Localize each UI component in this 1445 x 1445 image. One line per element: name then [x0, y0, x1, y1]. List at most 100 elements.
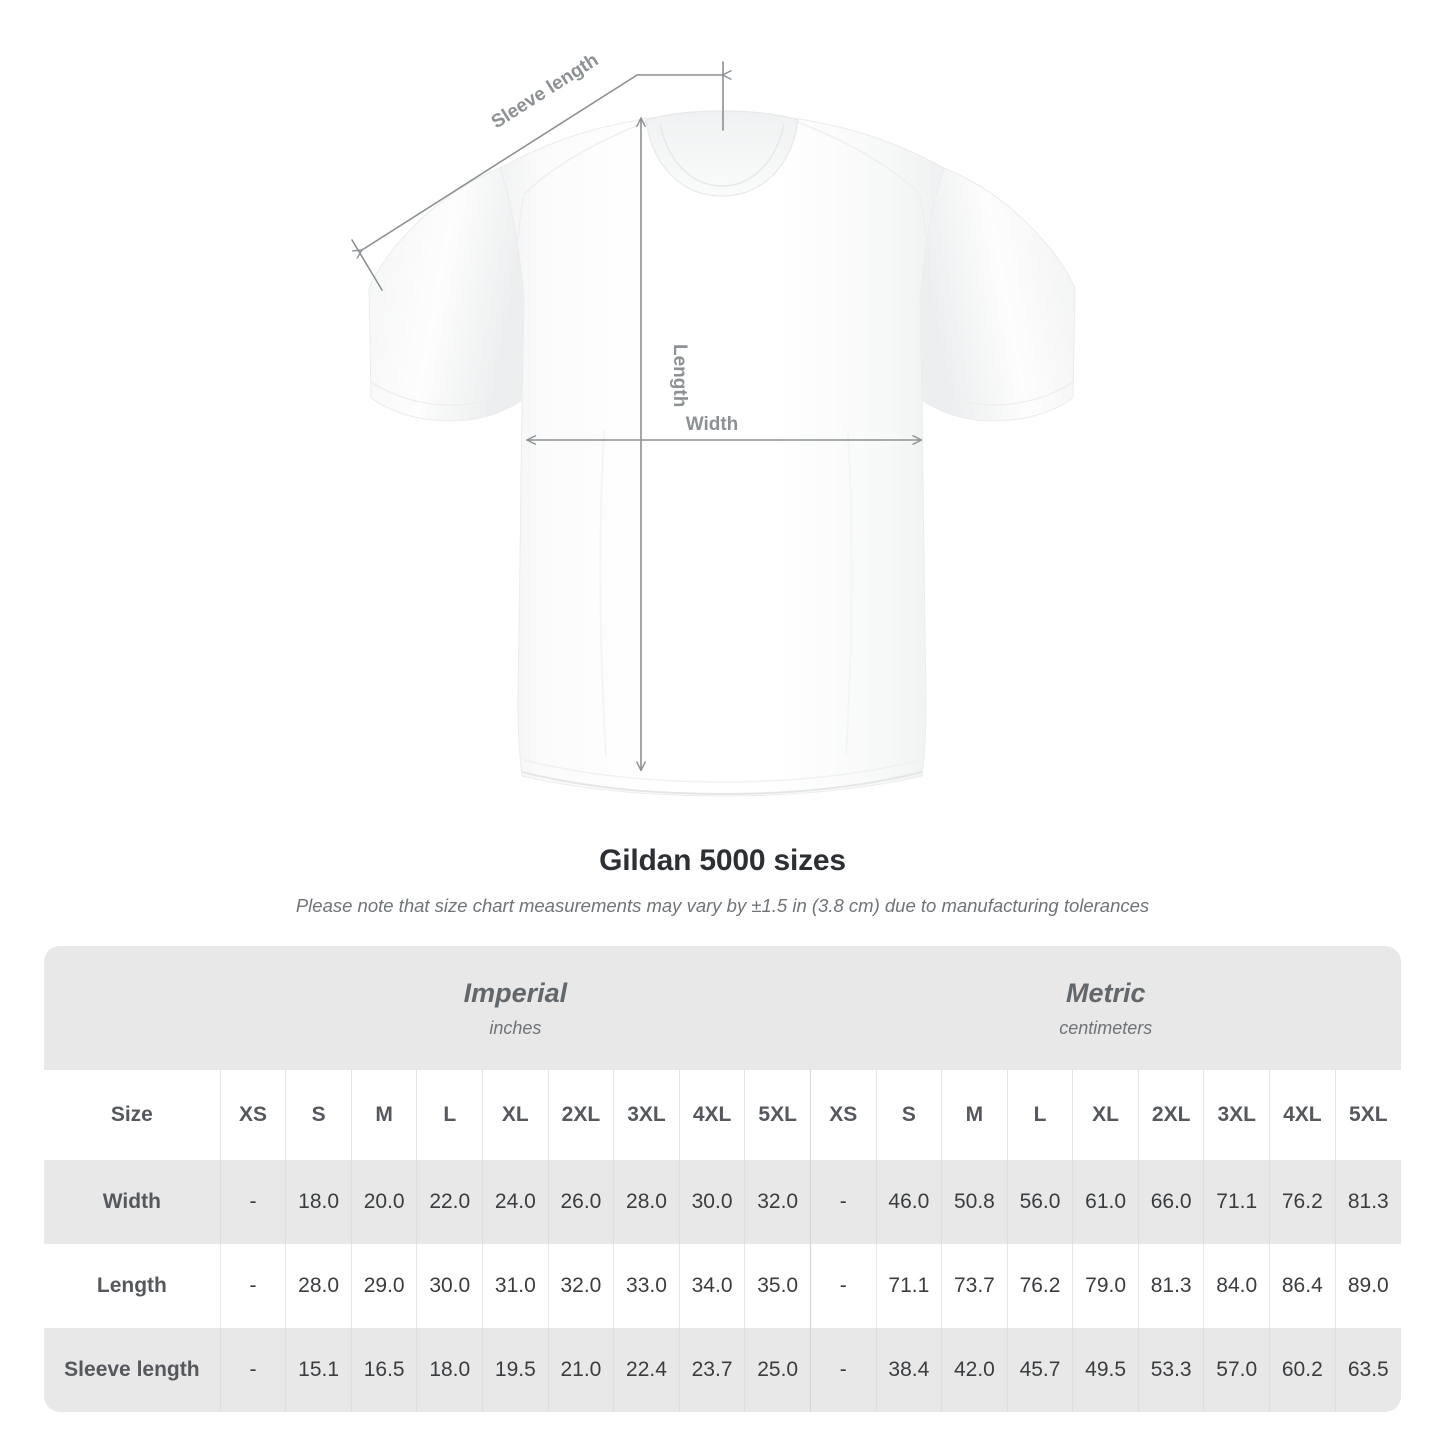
left-cuff — [370, 381, 524, 406]
right-cuff — [920, 381, 1074, 406]
size-header-met-l: L — [1006, 1070, 1073, 1160]
cell-width-met-3xl: 71.1 — [1203, 1160, 1270, 1244]
row-label-size: Size — [44, 1070, 221, 1160]
cell-length-imp-xs: - — [219, 1244, 286, 1328]
left-sleeve — [368, 167, 525, 422]
size-header-met-4xl: 4XL — [1269, 1070, 1336, 1160]
size-header-imp-s: S — [285, 1070, 352, 1160]
cell-sleeve-imp-l: 18.0 — [416, 1328, 483, 1412]
cell-length-met-xl: 79.0 — [1072, 1244, 1139, 1328]
cell-width-imp-s: 18.0 — [285, 1160, 352, 1244]
cell-sleeve-met-m: 42.0 — [941, 1328, 1008, 1412]
cell-length-imp-5xl: 35.0 — [744, 1244, 811, 1328]
cell-length-met-4xl: 86.4 — [1269, 1244, 1336, 1328]
size-header-met-3xl: 3XL — [1203, 1070, 1270, 1160]
size-table-container: Imperial inches Metric centimeters Size … — [44, 946, 1401, 1412]
unit-name-imperial: Imperial — [463, 977, 568, 1008]
cell-width-met-s: 46.0 — [875, 1160, 942, 1244]
size-header-met-2xl: 2XL — [1137, 1070, 1204, 1160]
unit-sub-metric: centimeters — [1059, 1017, 1153, 1038]
tolerance-note: Please note that size chart measurements… — [295, 895, 1150, 916]
size-header-imp-5xl: 5XL — [744, 1070, 811, 1160]
size-header-imp-4xl: 4XL — [678, 1070, 745, 1160]
left-armhole-seam — [515, 195, 525, 403]
row-label-width: Width — [44, 1160, 221, 1244]
tshirt-measurement-diagram: Sleeve length Length Width — [351, 50, 1076, 797]
right-shoulder-seam — [797, 121, 921, 195]
size-header-imp-3xl: 3XL — [613, 1070, 680, 1160]
cell-width-imp-xs: - — [219, 1160, 286, 1244]
row-label-length: Length — [44, 1244, 221, 1328]
chart-heading-block: Gildan 5000 sizes Please note that size … — [0, 842, 1445, 918]
cell-sleeve-met-xs: - — [809, 1328, 877, 1412]
cell-width-met-xl: 61.0 — [1072, 1160, 1139, 1244]
collar-inner — [659, 123, 785, 187]
cell-width-imp-m: 20.0 — [350, 1160, 417, 1244]
right-sleeve — [919, 167, 1076, 422]
cell-length-met-3xl: 84.0 — [1203, 1244, 1270, 1328]
cell-width-imp-5xl: 32.0 — [744, 1160, 811, 1244]
unit-banner-spacer — [44, 946, 221, 1070]
cell-sleeve-imp-s: 15.1 — [285, 1328, 352, 1412]
cell-sleeve-met-3xl: 57.0 — [1203, 1328, 1270, 1412]
cell-length-met-m: 73.7 — [941, 1244, 1008, 1328]
size-header-met-s: S — [875, 1070, 942, 1160]
size-header-met-xs: XS — [809, 1070, 877, 1160]
collar — [645, 110, 799, 197]
size-header-imp-2xl: 2XL — [547, 1070, 614, 1160]
size-header-met-xl: XL — [1072, 1070, 1139, 1160]
size-header-met-m: M — [941, 1070, 1008, 1160]
cell-width-met-5xl: 81.3 — [1334, 1160, 1401, 1244]
size-header-imp-l: L — [416, 1070, 483, 1160]
cell-length-met-s: 71.1 — [875, 1244, 942, 1328]
left-shoulder-seam — [523, 121, 647, 195]
cell-width-met-xs: - — [809, 1160, 877, 1244]
unit-sub-imperial: inches — [489, 1017, 542, 1038]
size-header-met-5xl: 5XL — [1334, 1070, 1401, 1160]
cell-sleeve-met-2xl: 53.3 — [1137, 1328, 1204, 1412]
size-header-imp-xs: XS — [219, 1070, 286, 1160]
cell-length-met-xs: - — [809, 1244, 877, 1328]
cell-length-met-l: 76.2 — [1006, 1244, 1073, 1328]
cell-sleeve-imp-2xl: 21.0 — [547, 1328, 614, 1412]
cell-length-imp-2xl: 32.0 — [547, 1244, 614, 1328]
cell-sleeve-imp-m: 16.5 — [350, 1328, 417, 1412]
cell-sleeve-met-5xl: 63.5 — [1334, 1328, 1401, 1412]
table-row: Length - 28.0 29.0 30.0 31.0 32.0 33.0 3… — [44, 1244, 1401, 1328]
size-header-imp-m: M — [350, 1070, 417, 1160]
cell-length-imp-xl: 31.0 — [482, 1244, 549, 1328]
cell-sleeve-met-l: 45.7 — [1006, 1328, 1073, 1412]
cell-width-imp-4xl: 30.0 — [678, 1160, 745, 1244]
cell-sleeve-imp-xl: 19.5 — [482, 1328, 549, 1412]
unit-group-imperial: Imperial inches — [220, 946, 811, 1070]
cell-width-met-2xl: 66.0 — [1137, 1160, 1204, 1244]
cell-sleeve-imp-xs: - — [219, 1328, 286, 1412]
size-header-row: Size XS S M L XL 2XL 3XL 4XL 5XL XS S M … — [44, 1070, 1401, 1160]
sleeve-length-label: Sleeve length — [488, 50, 603, 134]
cell-width-met-l: 56.0 — [1006, 1160, 1073, 1244]
row-label-sleeve-length: Sleeve length — [44, 1328, 221, 1412]
shirt-hem — [521, 771, 923, 796]
unit-group-metric: Metric centimeters — [810, 946, 1401, 1070]
cell-length-imp-m: 29.0 — [350, 1244, 417, 1328]
cell-length-imp-s: 28.0 — [285, 1244, 352, 1328]
cell-sleeve-imp-3xl: 22.4 — [613, 1328, 680, 1412]
unit-banner-row: Imperial inches Metric centimeters — [44, 946, 1401, 1070]
sleeve-length-arrow — [351, 74, 638, 259]
size-chart-table: Imperial inches Metric centimeters Size … — [44, 946, 1401, 1412]
cell-width-imp-3xl: 28.0 — [613, 1160, 680, 1244]
cell-sleeve-imp-4xl: 23.7 — [678, 1328, 745, 1412]
sleeve-extension-left — [351, 239, 383, 291]
cell-length-met-2xl: 81.3 — [1137, 1244, 1204, 1328]
length-label: Length — [669, 344, 690, 407]
size-header-imp-xl: XL — [482, 1070, 549, 1160]
shirt-body — [499, 115, 945, 797]
cell-width-imp-xl: 24.0 — [482, 1160, 549, 1244]
table-row: Width - 18.0 20.0 22.0 24.0 26.0 28.0 30… — [44, 1160, 1401, 1244]
cell-sleeve-met-s: 38.4 — [875, 1328, 942, 1412]
unit-name-metric: Metric — [1065, 977, 1146, 1008]
measurement-annotations — [351, 61, 923, 772]
cell-length-imp-3xl: 33.0 — [613, 1244, 680, 1328]
cell-width-met-4xl: 76.2 — [1269, 1160, 1336, 1244]
cell-sleeve-met-4xl: 60.2 — [1269, 1328, 1336, 1412]
